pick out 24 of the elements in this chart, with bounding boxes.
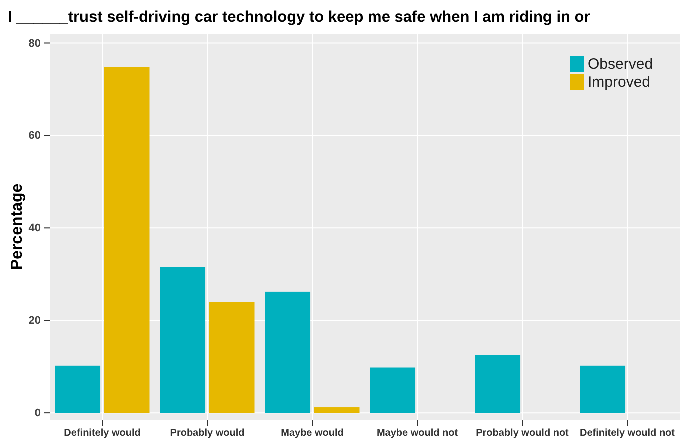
bar: [160, 267, 206, 414]
legend-label: Observed: [588, 56, 654, 73]
bar: [209, 302, 255, 414]
y-tick-label: 40: [28, 222, 41, 235]
x-tick-label: Probably would not: [476, 428, 570, 440]
x-tick-label: Maybe would not: [376, 428, 459, 440]
bar: [475, 355, 521, 414]
legend-label: Improved: [588, 74, 651, 91]
y-tick-label: 0: [34, 408, 41, 420]
bar: [55, 366, 101, 414]
y-tick-label: 80: [28, 38, 41, 50]
x-tick-label: Definitely would not: [580, 428, 676, 440]
y-tick-label: 60: [28, 130, 41, 142]
y-tick-label: 20: [28, 315, 41, 328]
bar: [580, 366, 626, 414]
bar: [104, 67, 150, 414]
bar: [314, 408, 360, 414]
y-axis-title: Percentage: [9, 184, 26, 270]
x-tick-label: Maybe would: [281, 428, 344, 440]
x-tick-label: Probably would: [170, 428, 245, 440]
bar: [265, 292, 311, 414]
x-tick-label: Definitely would: [64, 428, 141, 440]
chart-title: I ______trust self-driving car technology to keep me safe when I am riding in or: [8, 9, 590, 26]
bar: [370, 368, 416, 414]
